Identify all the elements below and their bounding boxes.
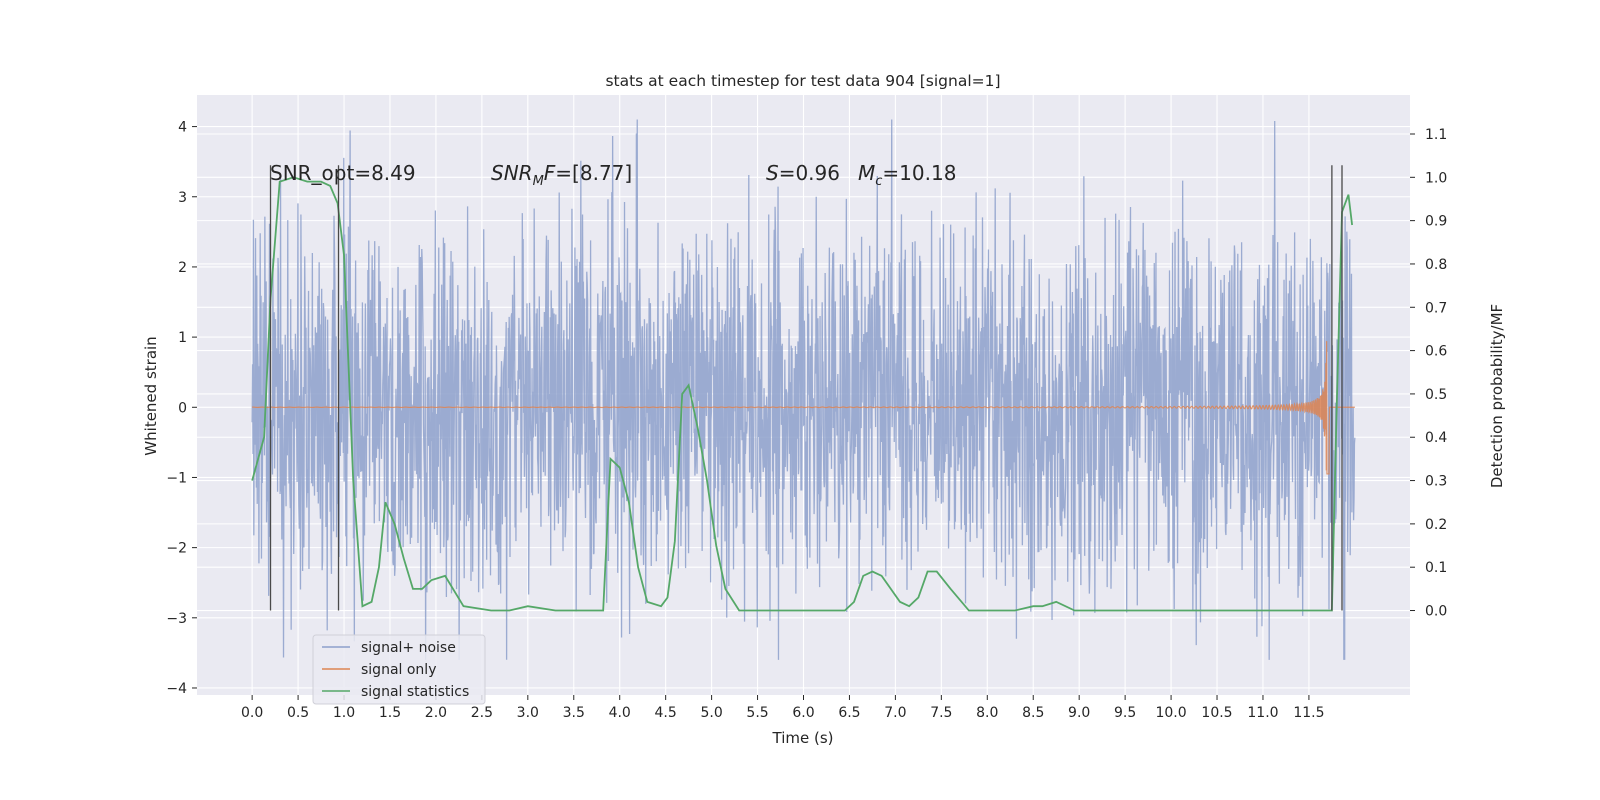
x-tick-label-1: 0.5 <box>287 705 309 721</box>
y2-tick-label-1: 1.0 <box>1425 170 1447 186</box>
y2-tick-label-3: 0.8 <box>1425 257 1447 273</box>
x-tick-label-11: 5.5 <box>746 705 768 721</box>
y-tick-label-0: 4 <box>178 120 187 136</box>
annotation-s-value-number: =0.96 <box>779 161 840 185</box>
annotation-s-value: S=0.96 <box>766 161 840 185</box>
series-signal-noise <box>251 119 1356 660</box>
annotation-snr-mf-value: =[8.77] <box>555 161 632 185</box>
marker-lines <box>269 165 1343 611</box>
x-tick-label-0: 0.0 <box>241 705 263 721</box>
x-tick-label-14: 7.0 <box>884 705 906 721</box>
y-axis-label: Whitened strain <box>142 336 160 455</box>
legend-label-signal-noise: signal+ noise <box>361 640 456 656</box>
x-tick-label-9: 4.5 <box>655 705 677 721</box>
x-axis-label: Time (s) <box>772 729 834 747</box>
x-tick-label-5: 2.5 <box>471 705 493 721</box>
x-tick-label-2: 1.0 <box>333 705 355 721</box>
series-signal-only <box>252 341 1355 475</box>
x-tick-label-19: 9.5 <box>1114 705 1136 721</box>
x-tick-label-23: 11.5 <box>1293 705 1324 721</box>
legend-label-signal-statistics: signal statistics <box>361 684 469 700</box>
y2-tick-label-8: 0.3 <box>1425 474 1447 490</box>
x-tick-label-16: 8.0 <box>976 705 998 721</box>
y2-tick-label-4: 0.7 <box>1425 300 1447 316</box>
y2-tick-label-9: 0.2 <box>1425 517 1447 533</box>
legend-box <box>312 634 486 705</box>
legend-label-signal-only: signal only <box>361 662 436 678</box>
statistics-trace <box>251 176 1354 612</box>
y2-tick-label-11: 0.0 <box>1425 604 1447 620</box>
y-tick-label-2: 2 <box>178 260 187 276</box>
y-right-axis-ticks: 1.1 1.0 0.9 0.8 0.7 0.6 0.5 0.4 0.3 0.2 0.1 0.0 <box>1410 127 1447 620</box>
noise-trace <box>251 119 1356 660</box>
y2-tick-label-7: 0.4 <box>1425 430 1447 446</box>
y-tick-label-8: −4 <box>166 681 187 697</box>
x-tick-label-13: 6.5 <box>838 705 860 721</box>
y-axis-ticks: 4 3 2 1 0 −1 −2 −3 −4 <box>166 120 197 697</box>
annotation-snr-mf: SNRMF=[8.77] <box>491 161 632 189</box>
y-right-axis-label: Detection probability/MF <box>1488 304 1506 488</box>
x-tick-label-21: 10.5 <box>1201 705 1232 721</box>
signal-trace <box>252 341 1355 475</box>
x-tick-label-20: 10.0 <box>1155 705 1186 721</box>
x-tick-label-15: 7.5 <box>930 705 952 721</box>
annotation-mc-value: Mc=10.18 <box>858 161 956 189</box>
y2-tick-label-6: 0.5 <box>1425 387 1447 403</box>
y2-tick-label-5: 0.6 <box>1425 344 1447 360</box>
x-axis-ticks: 0.0 0.5 1.0 1.5 2.0 2.5 3.0 3.5 4.0 4.5 5.0 5.5 6.0 6… <box>241 695 1325 721</box>
x-tick-label-17: 8.5 <box>1022 705 1044 721</box>
x-tick-label-18: 9.0 <box>1068 705 1090 721</box>
x-tick-label-7: 3.5 <box>563 705 585 721</box>
y-tick-label-5: −1 <box>166 470 187 486</box>
y2-tick-label-10: 0.1 <box>1425 560 1447 576</box>
y-tick-label-3: 1 <box>178 330 187 346</box>
x-tick-label-6: 3.0 <box>517 705 539 721</box>
chart-title: stats at each timestep for test data 904… <box>605 72 1000 90</box>
x-tick-label-8: 4.0 <box>609 705 631 721</box>
y2-tick-label-0: 1.1 <box>1425 127 1447 143</box>
y-tick-label-7: −3 <box>166 611 187 627</box>
y-tick-label-1: 3 <box>178 190 187 206</box>
y-tick-label-6: −2 <box>166 541 187 557</box>
x-tick-label-12: 6.0 <box>792 705 814 721</box>
annotation-snr-opt: SNR_opt=8.49 <box>270 161 416 185</box>
y-tick-label-4: 0 <box>178 400 187 416</box>
x-tick-label-4: 2.0 <box>425 705 447 721</box>
legend: signal+ noise signal only signal statist… <box>312 634 486 705</box>
series-signal-statistics <box>251 176 1354 612</box>
y2-tick-label-2: 0.9 <box>1425 214 1447 230</box>
annotation-mc-value-number: =10.18 <box>882 161 956 185</box>
x-tick-label-10: 5.0 <box>700 705 722 721</box>
x-tick-label-22: 11.0 <box>1247 705 1278 721</box>
x-tick-label-3: 1.5 <box>379 705 401 721</box>
